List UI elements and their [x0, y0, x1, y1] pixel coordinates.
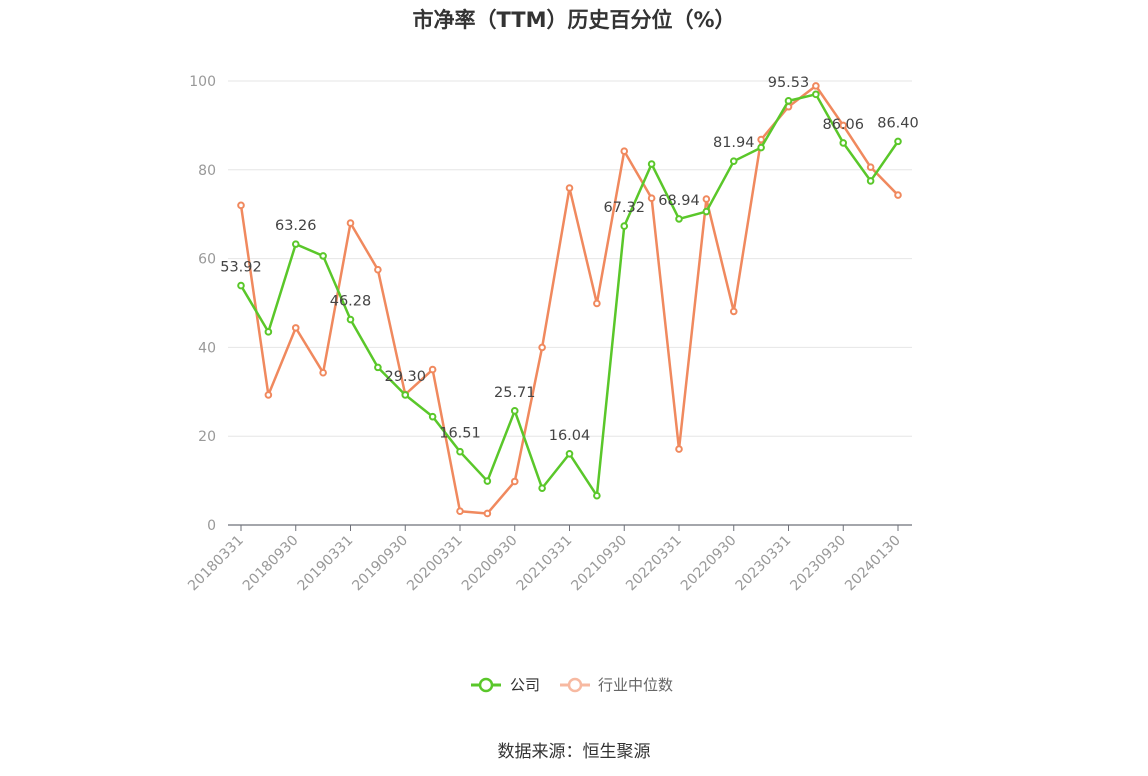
data-label: 68.94	[658, 193, 700, 209]
x-axis-ticks: 2018033120180930201903312019093020200331…	[185, 533, 904, 595]
data-label: 86.06	[822, 117, 864, 133]
data-point	[291, 240, 300, 248]
x-tick-label: 20220331	[623, 533, 685, 595]
chart-title: 市净率（TTM）历史百分位（%）	[412, 8, 736, 32]
data-point	[866, 177, 875, 185]
x-tick-label: 20180331	[185, 533, 247, 595]
data-point	[620, 147, 629, 155]
data-label: 16.51	[439, 426, 481, 442]
data-point	[483, 477, 492, 485]
data-point	[237, 201, 245, 210]
data-point	[237, 281, 245, 290]
x-axis	[228, 524, 912, 531]
data-point	[264, 391, 273, 399]
data-label: 29.30	[384, 369, 426, 385]
data-point	[702, 195, 711, 203]
data-point	[729, 157, 738, 165]
x-tick-label: 20190930	[349, 533, 411, 595]
x-tick-label: 20200930	[459, 533, 521, 595]
y-tick-label: 100	[189, 74, 216, 90]
data-point	[757, 143, 765, 152]
x-tick-label: 20230930	[787, 533, 849, 595]
data-point	[647, 160, 656, 168]
data-label: 25.71	[494, 385, 536, 401]
x-tick-label: 20220930	[678, 533, 740, 595]
y-tick-label: 80	[198, 163, 216, 179]
legend-label-company: 公司	[510, 676, 540, 694]
data-point	[593, 299, 601, 308]
y-tick-label: 60	[198, 252, 216, 268]
x-tick-label: 20240130	[842, 533, 904, 595]
x-tick-label: 20210331	[514, 533, 576, 595]
x-tick-label: 20230331	[733, 533, 795, 595]
data-point	[620, 222, 629, 230]
data-point	[702, 207, 711, 216]
data-label: 67.32	[603, 200, 645, 216]
data-point	[839, 139, 848, 147]
data-point	[812, 90, 820, 99]
data-point	[264, 328, 273, 336]
data-point	[510, 407, 519, 415]
data-label: 16.04	[549, 428, 591, 444]
data-point	[565, 184, 574, 192]
x-tick-label: 20200331	[404, 533, 466, 595]
grid-lines	[228, 80, 912, 437]
x-tick-label: 20180930	[240, 533, 302, 595]
data-point	[729, 307, 738, 316]
y-tick-label: 40	[198, 340, 216, 356]
data-point	[894, 137, 902, 146]
data-point	[374, 265, 382, 274]
data-point	[510, 477, 519, 486]
data-point	[456, 447, 464, 456]
series-company	[237, 90, 902, 500]
data-point	[839, 121, 848, 130]
data-label: 86.40	[877, 115, 919, 131]
legend-item-industry[interactable]: 行业中位数	[560, 676, 673, 694]
data-point	[812, 82, 820, 90]
data-point	[647, 194, 656, 203]
data-point	[428, 365, 437, 374]
data-point	[319, 252, 327, 260]
data-point	[483, 509, 492, 518]
data-point	[866, 163, 875, 171]
data-point	[456, 507, 464, 516]
y-tick-label: 20	[198, 429, 216, 445]
data-point	[319, 368, 327, 377]
data-label: 81.94	[713, 135, 755, 151]
data-point	[593, 491, 601, 500]
source-note: 数据来源：恒生聚源	[497, 742, 651, 762]
data-point	[675, 215, 683, 223]
data-point	[428, 412, 437, 421]
data-label: 95.53	[768, 75, 810, 91]
data-point	[894, 191, 902, 199]
series-group	[237, 82, 902, 518]
data-point	[538, 484, 546, 492]
data-point	[401, 391, 410, 399]
data-point	[675, 445, 683, 453]
data-point	[374, 363, 382, 372]
data-point	[784, 97, 793, 105]
x-tick-label: 20190331	[295, 533, 357, 595]
legend-item-company[interactable]: 公司	[471, 676, 540, 694]
data-label: 46.28	[330, 294, 372, 310]
y-axis-ticks: 0 20 40 60 80 100	[189, 74, 216, 534]
data-point	[757, 135, 765, 144]
legend: 公司 行业中位数	[471, 676, 673, 694]
data-point	[346, 315, 355, 324]
data-labels: 53.92 63.26 46.28 29.30 16.51 25.71 16.04 67.32…	[220, 75, 919, 444]
data-point	[291, 324, 300, 332]
data-label: 53.92	[220, 260, 262, 276]
legend-label-industry: 行业中位数	[598, 676, 673, 694]
data-point	[538, 343, 546, 352]
x-tick-label: 20210930	[568, 533, 630, 595]
data-point	[565, 449, 574, 458]
y-tick-label: 0	[207, 518, 216, 534]
data-label: 63.26	[275, 218, 317, 234]
data-point	[346, 219, 355, 227]
